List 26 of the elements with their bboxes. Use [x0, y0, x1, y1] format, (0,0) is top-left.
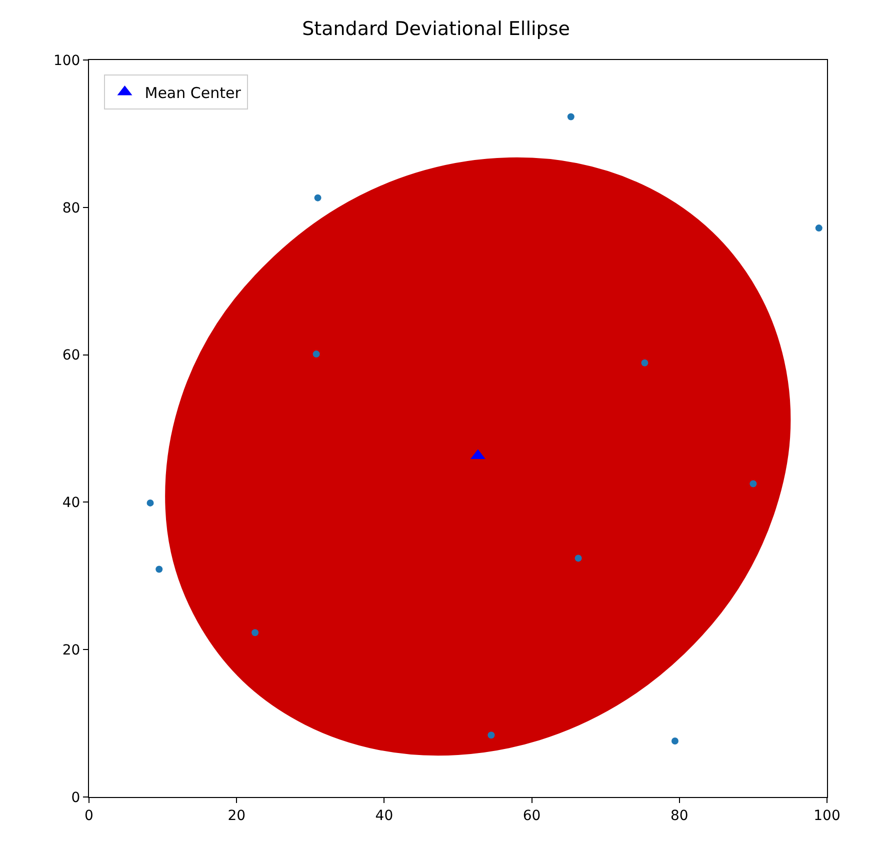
point	[488, 732, 495, 739]
x-tick-label: 60	[522, 808, 541, 824]
point	[146, 499, 154, 506]
y-tick-label: 60	[62, 348, 80, 364]
y-tick-label: 20	[62, 642, 80, 658]
point	[815, 224, 822, 232]
y-tick-label: 80	[62, 200, 80, 216]
y-tick-label: 40	[62, 495, 80, 512]
point	[574, 554, 582, 562]
x-tick-label: 0	[84, 808, 94, 824]
chart-title: Standard Deviational Ellipse	[302, 18, 570, 40]
point	[252, 629, 259, 636]
x-tick-label: 80	[670, 808, 688, 824]
point	[567, 113, 574, 120]
point	[314, 194, 322, 202]
point	[312, 350, 320, 358]
x-tick-label: 40	[375, 808, 394, 824]
point	[641, 359, 648, 366]
y-tick-label: 0	[71, 790, 80, 806]
x-tick-label: 20	[228, 808, 246, 824]
point	[671, 737, 678, 744]
legend-label: Mean Center	[144, 84, 242, 102]
point	[156, 566, 163, 573]
y-tick-label: 100	[53, 52, 80, 69]
point	[750, 480, 757, 488]
x-tick-label: 100	[814, 808, 840, 824]
